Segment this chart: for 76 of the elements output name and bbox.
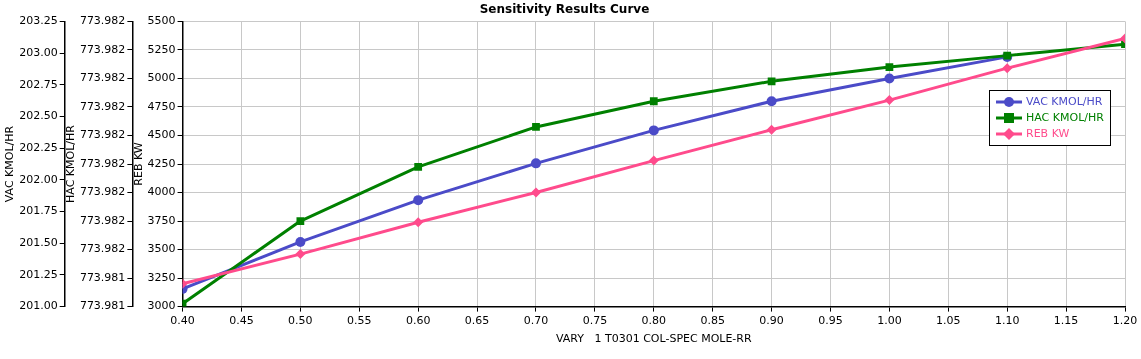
point — [295, 236, 306, 247]
y2-axis-title: HAC KMOL/HR — [64, 124, 78, 203]
y2-tick-label: 773.982 — [79, 213, 126, 227]
x-tick-label: 0.50 — [288, 314, 313, 328]
y-tick-label: 202.75 — [19, 77, 58, 91]
point — [413, 195, 424, 206]
y3-tick-label: 5500 — [147, 14, 176, 28]
y3-tick-label: 4000 — [147, 185, 176, 199]
point — [648, 155, 659, 166]
x-tick-label: 0.40 — [170, 314, 195, 328]
y-tick-label: 201.25 — [19, 267, 58, 281]
x-tick-label: 0.95 — [818, 314, 843, 328]
y-tick-label: 203.00 — [19, 45, 58, 59]
y3-tick-label: 4250 — [147, 156, 176, 170]
point — [532, 123, 540, 131]
x-axis-title: VARY 1 T0301 COL-SPEC MOLE-RR — [555, 332, 752, 346]
y-tick-label: 201.50 — [19, 236, 58, 250]
y-tick-label: 202.50 — [19, 109, 58, 123]
legend-label: HAC KMOL/HR — [1026, 111, 1104, 125]
y3-axis-title: REB KW — [131, 142, 145, 186]
x-tick-label: 1.10 — [994, 314, 1020, 328]
y-axis-title: VAC KMOL/HR — [3, 125, 17, 203]
y2-tick-label: 773.981 — [79, 299, 126, 313]
point — [530, 187, 541, 198]
y2-tick-label: 773.982 — [79, 99, 126, 113]
x-tick-label: 0.80 — [641, 314, 667, 328]
x-tick-label: 1.15 — [1053, 314, 1079, 328]
y2-tick-label: 773.981 — [79, 270, 126, 284]
x-tick-label: 1.05 — [936, 314, 961, 328]
point — [767, 77, 776, 86]
y2-tick-label: 773.982 — [79, 71, 126, 85]
x-tick-label: 0.75 — [582, 314, 608, 328]
y-tick-label: 203.25 — [19, 14, 58, 28]
y3-tick-label: 3250 — [147, 270, 176, 284]
point — [649, 97, 658, 106]
point — [414, 162, 423, 171]
chart-title: Sensitivity Results Curve — [479, 2, 650, 17]
x-tick-label: 0.60 — [405, 314, 431, 328]
y3-tick-label: 3500 — [147, 242, 176, 256]
x-tick-label: 0.85 — [700, 314, 725, 328]
y3-tick-label: 4500 — [147, 128, 176, 142]
point — [530, 158, 541, 169]
point — [885, 63, 894, 71]
point — [766, 96, 777, 107]
y2-tick-label: 773.982 — [79, 242, 126, 256]
legend-label: REB KW — [1026, 127, 1070, 141]
y3-tick-label: 5250 — [147, 42, 176, 56]
y-tick-label: 202.00 — [19, 172, 58, 186]
x-tick-label: 1.20 — [1112, 314, 1138, 328]
y2-tick-label: 773.982 — [79, 185, 126, 199]
x-tick-label: 0.65 — [464, 314, 490, 328]
y-tick-label: 201.75 — [19, 204, 58, 218]
y2-tick-label: 773.982 — [79, 156, 126, 170]
legend-label: VAC KMOL/HR — [1026, 95, 1103, 109]
point — [766, 124, 777, 135]
x-tick-label: 0.45 — [229, 314, 254, 328]
y3-tick-label: 4750 — [147, 99, 176, 113]
y2-tick-label: 773.982 — [79, 128, 126, 142]
point — [648, 125, 659, 136]
y3-tick-label: 3000 — [147, 299, 176, 313]
y3-tick-label: 5000 — [147, 71, 176, 85]
point — [413, 217, 424, 228]
y2-tick-label: 773.982 — [79, 14, 126, 28]
y-tick-label: 202.25 — [19, 141, 58, 155]
x-tick-label: 0.90 — [759, 314, 784, 328]
point — [1002, 63, 1013, 74]
point — [884, 73, 895, 84]
x-tick-label: 1.00 — [877, 314, 902, 328]
y2-tick-label: 773.982 — [79, 42, 126, 56]
y-tick-label: 201.00 — [19, 299, 58, 313]
x-tick-label: 0.55 — [347, 314, 372, 328]
point — [295, 249, 306, 260]
point — [884, 95, 895, 106]
point — [296, 217, 305, 225]
x-tick-label: 0.70 — [523, 314, 549, 328]
y3-tick-label: 3750 — [147, 213, 176, 227]
